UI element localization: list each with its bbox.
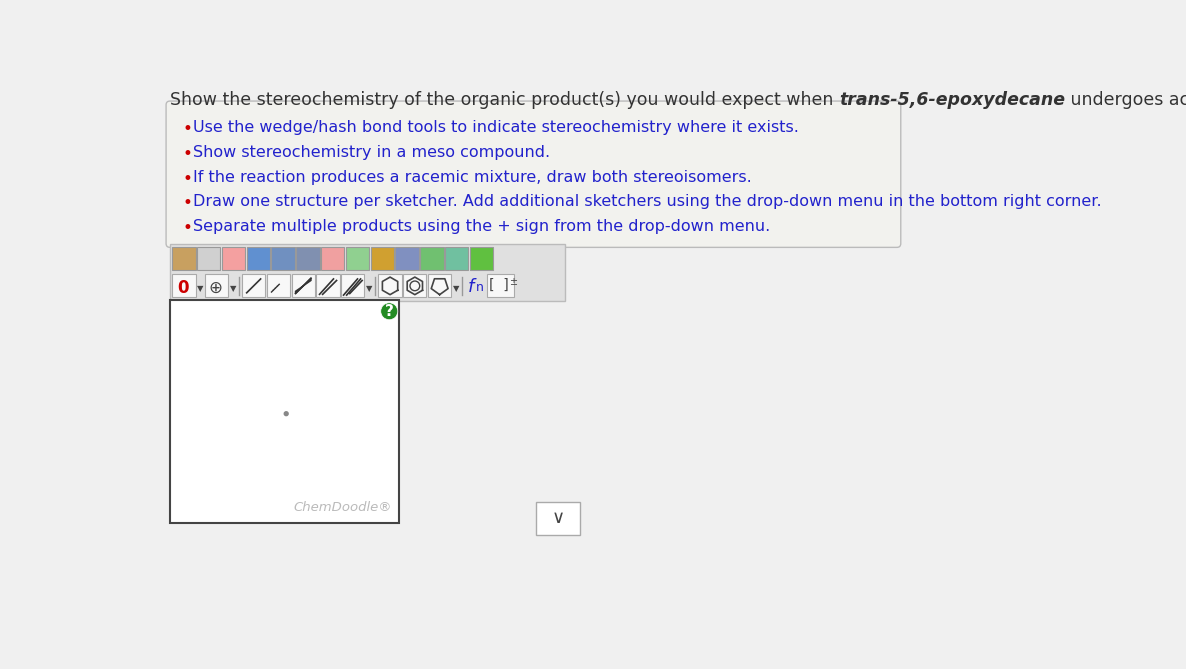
FancyBboxPatch shape	[428, 274, 452, 298]
Text: Show the stereochemistry of the organic product(s) you would expect when: Show the stereochemistry of the organic …	[170, 91, 839, 109]
FancyBboxPatch shape	[272, 247, 295, 270]
FancyBboxPatch shape	[205, 274, 228, 298]
FancyBboxPatch shape	[403, 274, 427, 298]
FancyBboxPatch shape	[342, 274, 364, 298]
Ellipse shape	[381, 303, 397, 320]
FancyBboxPatch shape	[170, 244, 566, 301]
Ellipse shape	[285, 411, 288, 415]
FancyBboxPatch shape	[346, 247, 369, 270]
Polygon shape	[295, 278, 311, 294]
FancyBboxPatch shape	[166, 101, 901, 248]
FancyBboxPatch shape	[378, 274, 402, 298]
Text: n: n	[476, 281, 484, 294]
Text: •: •	[183, 194, 192, 212]
FancyBboxPatch shape	[395, 247, 419, 270]
FancyBboxPatch shape	[321, 247, 344, 270]
Text: Separate multiple products using the + sign from the drop-down menu.: Separate multiple products using the + s…	[193, 219, 771, 234]
FancyBboxPatch shape	[222, 247, 246, 270]
Text: 0: 0	[178, 279, 190, 297]
Text: ?: ?	[384, 304, 394, 319]
FancyBboxPatch shape	[371, 247, 394, 270]
Text: Show stereochemistry in a meso compound.: Show stereochemistry in a meso compound.	[193, 145, 550, 160]
FancyBboxPatch shape	[296, 247, 319, 270]
Text: undergoes acid-catalyzed hydrolysis.: undergoes acid-catalyzed hydrolysis.	[1065, 91, 1186, 109]
Text: •: •	[183, 170, 192, 187]
FancyBboxPatch shape	[172, 247, 196, 270]
Text: •: •	[183, 145, 192, 163]
Text: ChemDoodle®: ChemDoodle®	[294, 501, 393, 514]
Text: trans-5,6-epoxydecane: trans-5,6-epoxydecane	[839, 91, 1065, 109]
Text: If the reaction produces a racemic mixture, draw both stereoisomers.: If the reaction produces a racemic mixtu…	[193, 170, 752, 185]
FancyBboxPatch shape	[197, 247, 221, 270]
FancyBboxPatch shape	[420, 247, 444, 270]
Text: •: •	[183, 120, 192, 138]
FancyBboxPatch shape	[172, 274, 196, 298]
Text: Use the wedge/hash bond tools to indicate stereochemistry where it exists.: Use the wedge/hash bond tools to indicat…	[193, 120, 799, 135]
FancyBboxPatch shape	[292, 274, 314, 298]
FancyBboxPatch shape	[170, 300, 398, 523]
FancyBboxPatch shape	[445, 247, 468, 270]
FancyBboxPatch shape	[267, 274, 291, 298]
Text: ±: ±	[510, 276, 517, 286]
Text: ⊕: ⊕	[209, 279, 223, 297]
FancyBboxPatch shape	[470, 247, 493, 270]
FancyBboxPatch shape	[247, 247, 270, 270]
FancyBboxPatch shape	[317, 274, 339, 298]
FancyBboxPatch shape	[242, 274, 266, 298]
Text: •: •	[183, 219, 192, 237]
Text: ▼: ▼	[197, 284, 204, 292]
FancyBboxPatch shape	[487, 274, 514, 298]
Text: [  ]: [ ]	[490, 278, 509, 292]
FancyBboxPatch shape	[536, 502, 580, 535]
Text: ▼: ▼	[230, 284, 236, 292]
Text: ∨: ∨	[551, 509, 565, 527]
Text: Draw one structure per sketcher. Add additional sketchers using the drop-down me: Draw one structure per sketcher. Add add…	[193, 194, 1102, 209]
Text: ▼: ▼	[366, 284, 372, 292]
Text: ▼: ▼	[453, 284, 459, 292]
Text: $\mathit{f}$: $\mathit{f}$	[467, 278, 478, 296]
